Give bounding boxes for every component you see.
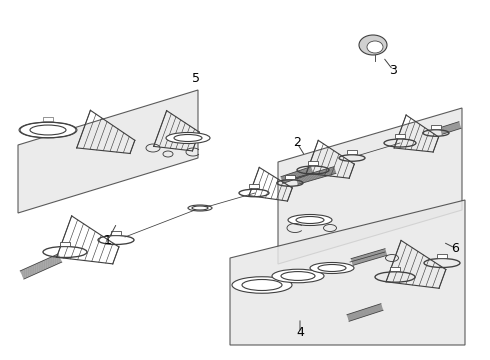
Text: 6: 6 — [451, 242, 459, 255]
FancyBboxPatch shape — [395, 134, 405, 138]
Text: 1: 1 — [104, 234, 112, 247]
Ellipse shape — [288, 215, 332, 225]
Ellipse shape — [174, 135, 202, 141]
FancyBboxPatch shape — [308, 161, 318, 165]
Ellipse shape — [367, 41, 383, 53]
FancyBboxPatch shape — [249, 184, 259, 188]
Text: 3: 3 — [389, 63, 397, 77]
Ellipse shape — [310, 262, 354, 274]
Polygon shape — [278, 108, 462, 264]
FancyBboxPatch shape — [60, 242, 70, 246]
Polygon shape — [18, 90, 198, 213]
Ellipse shape — [296, 216, 324, 224]
Text: 5: 5 — [192, 72, 200, 85]
Ellipse shape — [318, 265, 346, 271]
Polygon shape — [230, 200, 465, 345]
FancyBboxPatch shape — [285, 175, 295, 179]
Ellipse shape — [20, 122, 76, 138]
Ellipse shape — [242, 279, 282, 291]
Ellipse shape — [272, 269, 324, 283]
Ellipse shape — [281, 271, 315, 280]
FancyBboxPatch shape — [43, 117, 53, 121]
FancyBboxPatch shape — [437, 253, 447, 257]
Ellipse shape — [166, 132, 210, 144]
FancyBboxPatch shape — [390, 267, 400, 271]
Ellipse shape — [232, 277, 292, 293]
FancyBboxPatch shape — [111, 230, 121, 234]
Text: 2: 2 — [293, 136, 301, 149]
Ellipse shape — [359, 35, 387, 55]
FancyBboxPatch shape — [347, 150, 357, 154]
Ellipse shape — [30, 125, 66, 135]
FancyBboxPatch shape — [431, 125, 441, 129]
Text: 4: 4 — [296, 327, 304, 339]
Ellipse shape — [192, 206, 208, 210]
Ellipse shape — [188, 205, 212, 211]
